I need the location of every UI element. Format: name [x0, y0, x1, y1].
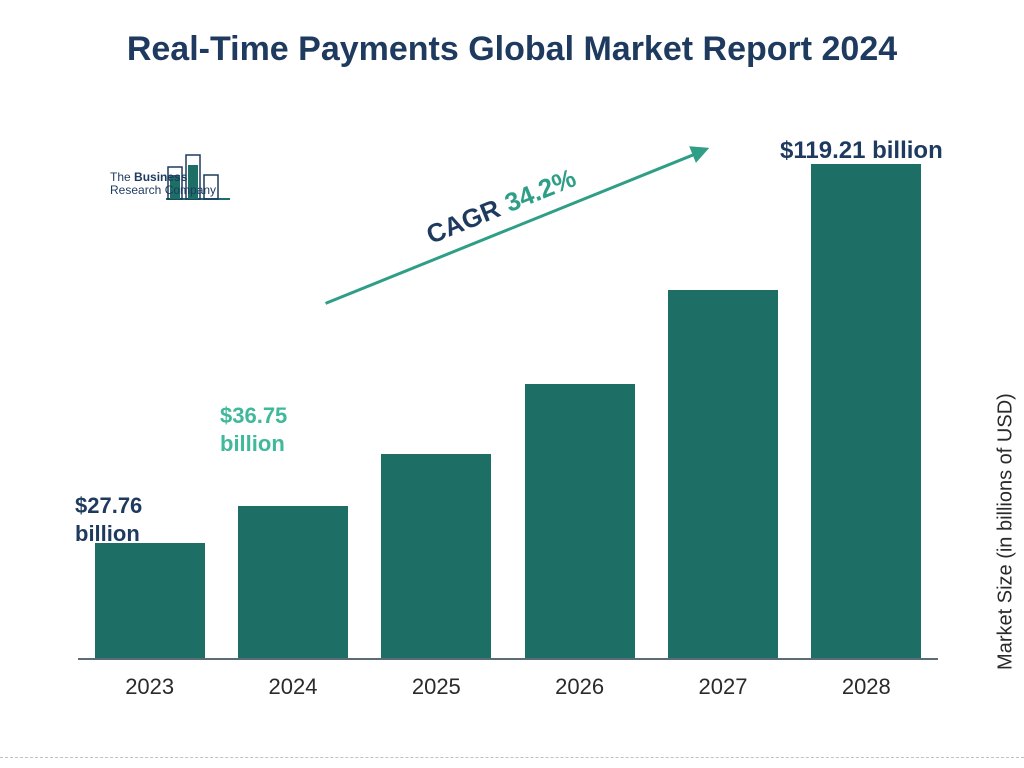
bar [381, 454, 491, 658]
bar [95, 543, 205, 658]
x-tick-label: 2027 [651, 674, 794, 700]
x-tick-label: 2025 [365, 674, 508, 700]
value-label: $36.75billion [220, 402, 287, 457]
bar-wrap [795, 140, 938, 658]
bar-wrap [221, 140, 364, 658]
x-tick-label: 2023 [78, 674, 221, 700]
bar [811, 164, 921, 658]
bar [668, 290, 778, 658]
x-tick-label: 2028 [795, 674, 938, 700]
x-axis-labels: 202320242025202620272028 [78, 674, 938, 700]
cagr-label: CAGR [422, 193, 504, 249]
value-label: $27.76billion [75, 492, 142, 547]
bar [238, 506, 348, 658]
bar-wrap [78, 140, 221, 658]
cagr-value: 34.2% [500, 163, 580, 218]
chart-title: Real-Time Payments Global Market Report … [0, 0, 1024, 71]
bar [525, 384, 635, 658]
footer-divider [0, 757, 1024, 758]
x-axis-baseline [78, 658, 938, 660]
x-tick-label: 2026 [508, 674, 651, 700]
x-tick-label: 2024 [221, 674, 364, 700]
y-axis-label: Market Size (in billions of USD) [995, 393, 1018, 670]
value-label: $119.21 billion [780, 136, 943, 166]
